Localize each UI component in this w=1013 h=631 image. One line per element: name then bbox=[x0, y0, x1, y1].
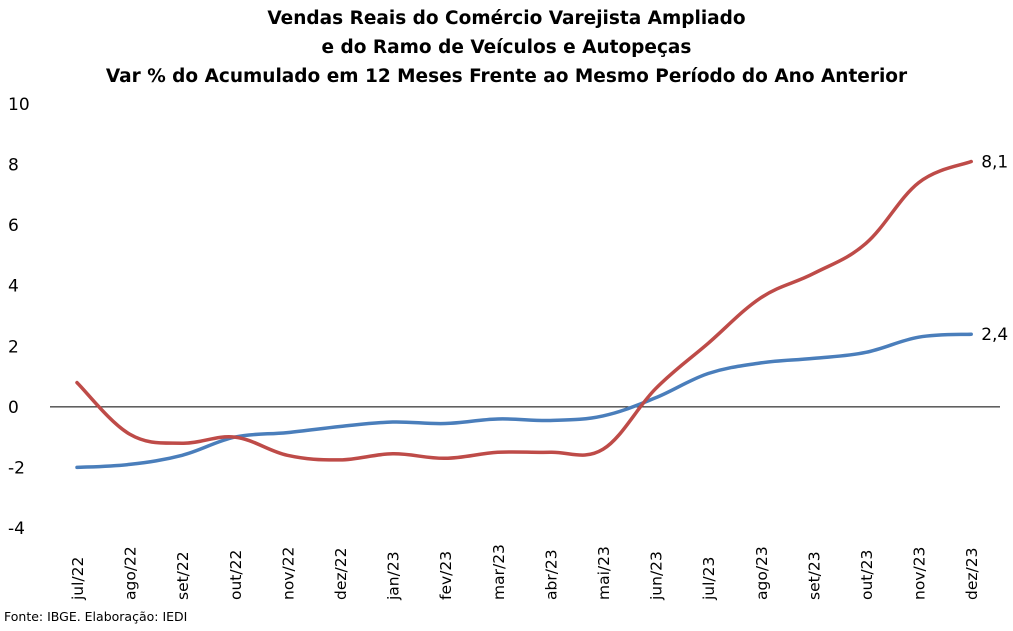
y-tick-label: -4 bbox=[8, 519, 25, 539]
y-tick-label: 8 bbox=[8, 156, 19, 176]
x-tick-label: ago/23 bbox=[753, 546, 771, 600]
series-line-2 bbox=[75, 159, 973, 462]
x-tick-label: mar/23 bbox=[490, 544, 508, 600]
x-tick-label: jun/23 bbox=[648, 551, 666, 601]
x-tick-label: ago/22 bbox=[122, 546, 140, 600]
y-tick-label: 4 bbox=[8, 277, 19, 297]
y-tick-label: -2 bbox=[8, 458, 25, 478]
series-line-1 bbox=[75, 332, 973, 470]
x-tick-label: dez/22 bbox=[332, 548, 350, 600]
end-data-label: 2,4 bbox=[981, 325, 1008, 345]
chart-title-line-2: e do Ramo de Veículos e Autopeças bbox=[321, 37, 692, 58]
y-tick-label: 10 bbox=[8, 95, 30, 115]
x-tick-label: jul/23 bbox=[700, 557, 718, 601]
chart-title: Vendas Reais do Comércio Varejista Ampli… bbox=[0, 4, 1013, 91]
x-tick-label: dez/23 bbox=[963, 548, 981, 600]
x-tick-label: jan/23 bbox=[385, 551, 403, 601]
x-tick-label: mai/23 bbox=[595, 546, 613, 600]
y-tick-label: 2 bbox=[8, 337, 19, 357]
x-tick-label: set/22 bbox=[174, 551, 192, 600]
chart-title-line-1: Vendas Reais do Comércio Varejista Ampli… bbox=[267, 8, 746, 29]
source-note: Fonte: IBGE. Elaboração: IEDI bbox=[4, 609, 188, 624]
end-data-label: 8,1 bbox=[981, 153, 1008, 173]
x-tick-label: nov/23 bbox=[911, 547, 929, 600]
y-tick-label: 0 bbox=[8, 398, 19, 418]
x-tick-label: nov/22 bbox=[279, 547, 297, 600]
x-tick-label: out/22 bbox=[227, 550, 245, 600]
x-tick-label: fev/23 bbox=[437, 551, 455, 600]
x-tick-label: jul/22 bbox=[69, 557, 87, 601]
x-tick-label: abr/23 bbox=[542, 549, 560, 600]
chart-title-line-3: Var % do Acumulado em 12 Meses Frente ao… bbox=[105, 66, 908, 87]
y-tick-label: 6 bbox=[8, 216, 19, 236]
x-tick-label: out/23 bbox=[858, 550, 876, 600]
x-tick-label: set/23 bbox=[805, 551, 823, 600]
